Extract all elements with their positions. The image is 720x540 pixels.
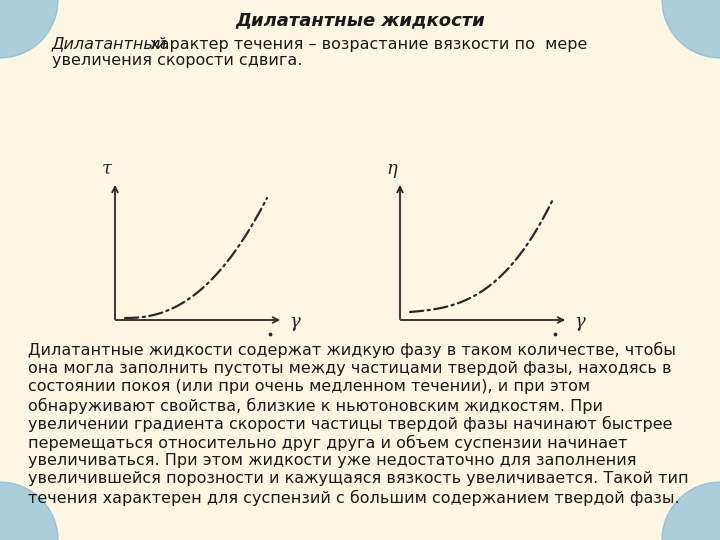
Circle shape: [662, 0, 720, 58]
Circle shape: [0, 482, 58, 540]
Text: характер течения – возрастание вязкости по  мере: характер течения – возрастание вязкости …: [145, 37, 588, 51]
Text: γ: γ: [289, 313, 300, 331]
Text: состоянии покоя (или при очень медленном течении), и при этом: состоянии покоя (или при очень медленном…: [28, 379, 590, 394]
Text: перемещаться относительно друг друга и объем суспензии начинает: перемещаться относительно друг друга и о…: [28, 435, 627, 451]
Text: τ: τ: [102, 160, 112, 178]
Text: обнаруживают свойства, близкие к ньютоновским жидкостям. При: обнаруживают свойства, близкие к ньютоно…: [28, 397, 603, 414]
Text: увеличении градиента скорости частицы твердой фазы начинают быстрее: увеличении градиента скорости частицы тв…: [28, 416, 672, 432]
Text: она могла заполнить пустоты между частицами твердой фазы, находясь в: она могла заполнить пустоты между частиц…: [28, 361, 672, 375]
Text: η: η: [387, 160, 397, 178]
Text: Дилатантные жидкости содержат жидкую фазу в таком количестве, чтобы: Дилатантные жидкости содержат жидкую фаз…: [28, 342, 676, 358]
Text: увеличиваться. При этом жидкости уже недостаточно для заполнения: увеличиваться. При этом жидкости уже нед…: [28, 453, 636, 468]
Circle shape: [662, 482, 720, 540]
Text: Дилатантные жидкости: Дилатантные жидкости: [235, 11, 485, 29]
Text: течения характерен для суспензий с большим содержанием твердой фазы.: течения характерен для суспензий с больш…: [28, 490, 680, 506]
Circle shape: [0, 0, 58, 58]
Text: γ: γ: [574, 313, 585, 331]
Text: Дилатантный: Дилатантный: [52, 37, 167, 51]
Text: увеличения скорости сдвига.: увеличения скорости сдвига.: [52, 53, 302, 69]
Text: увеличившейся порозности и кажущаяся вязкость увеличивается. Такой тип: увеличившейся порозности и кажущаяся вяз…: [28, 471, 688, 487]
